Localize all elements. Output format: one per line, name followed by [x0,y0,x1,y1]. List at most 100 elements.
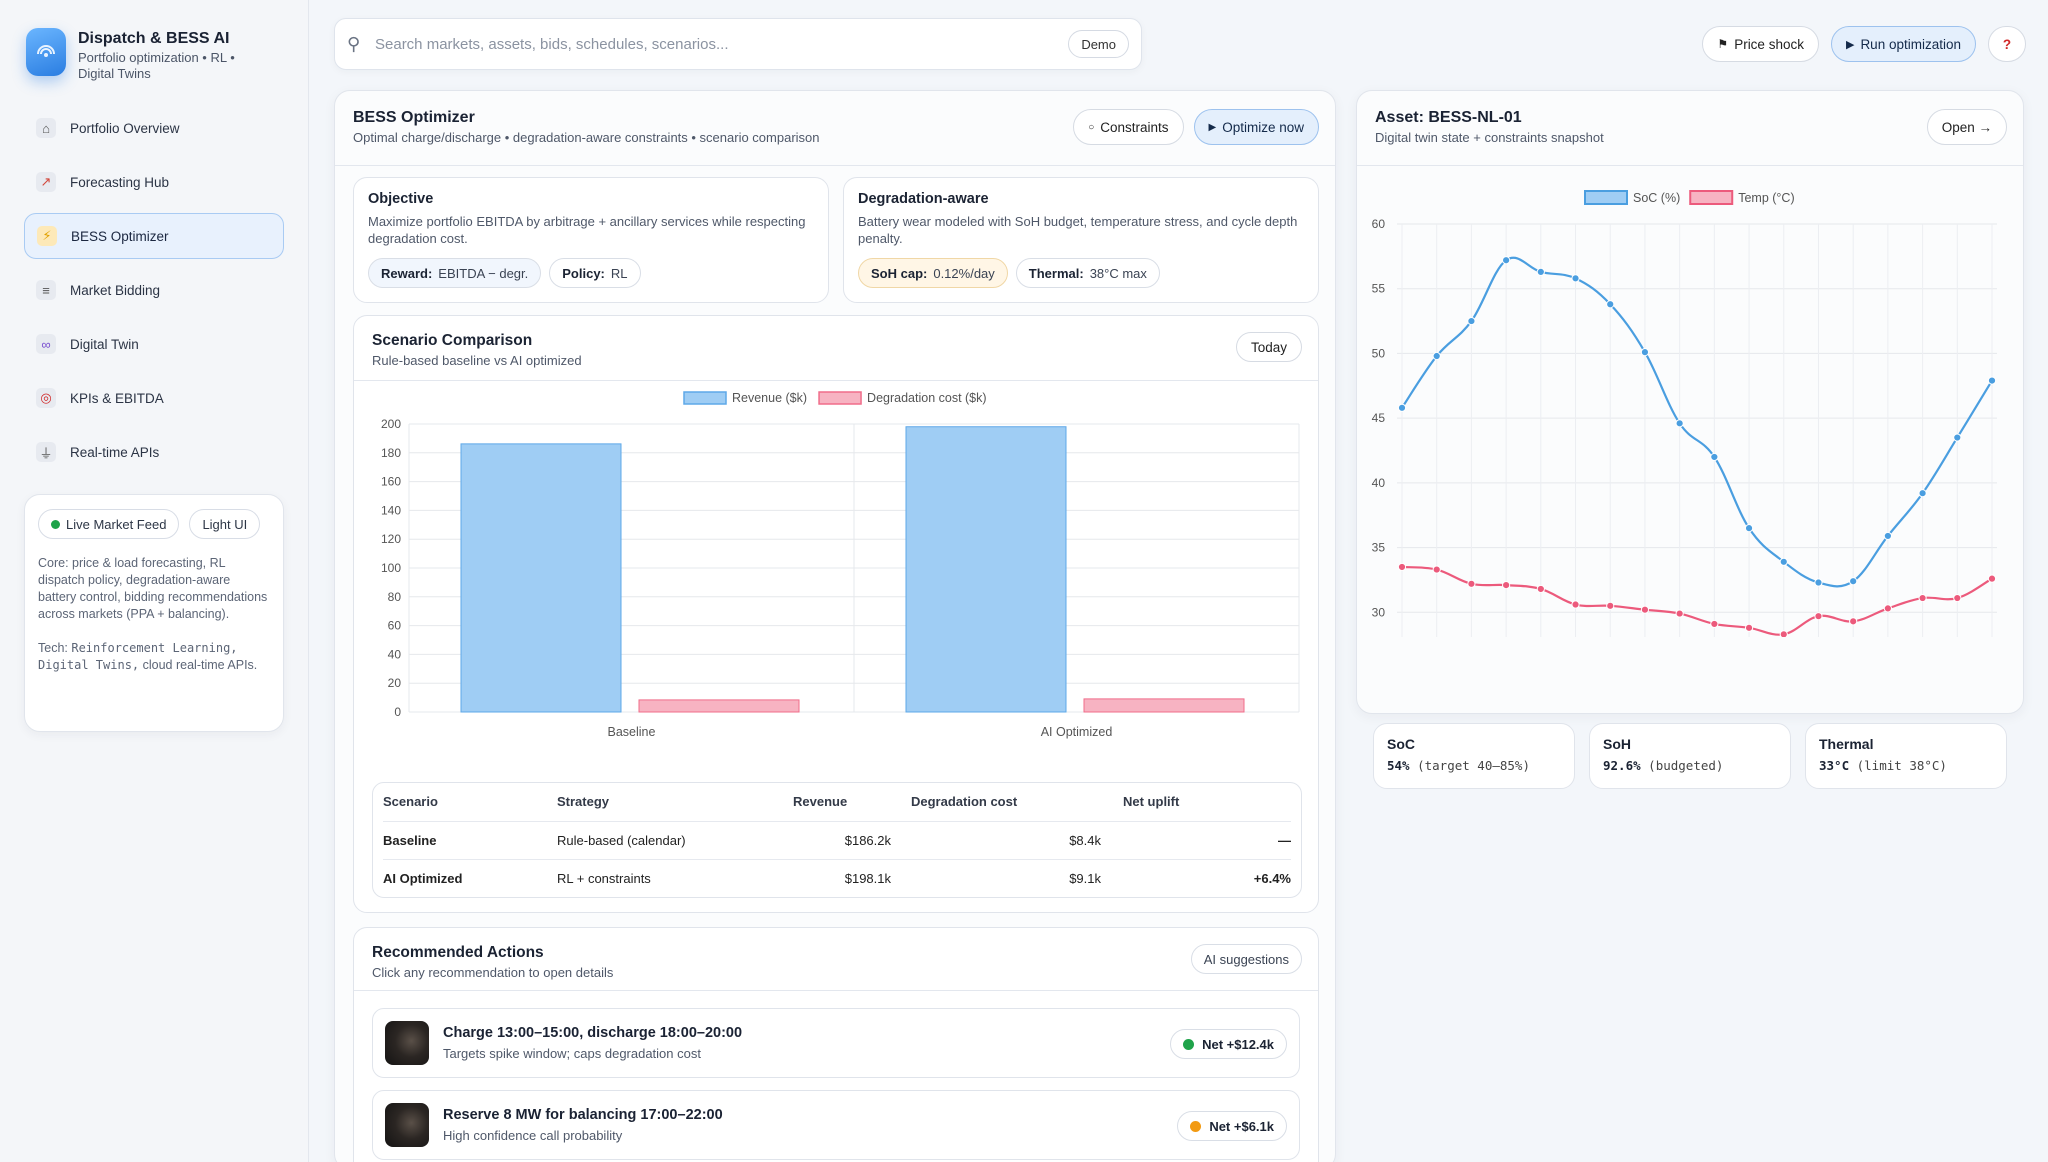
bar-revenue [460,443,622,713]
thermal-number: 33°C [1819,758,1850,773]
x-tick-label: AI Optimized [1041,725,1113,739]
degradation-title: Degradation-aware [858,191,989,207]
temp-point [1744,623,1754,632]
y-tick-label: 60 [388,619,402,633]
action-item[interactable]: Charge 13:00–15:00, discharge 18:00–20:0… [372,1008,1300,1078]
brand-logo [26,28,66,76]
thermal-metric-card[interactable]: Thermal 33°C (limit 38°C) [1805,723,2007,789]
live-market-feed-label: Live Market Feed [66,516,167,532]
net-value: Net +$6.1k [1209,1118,1274,1134]
legend-label: Revenue ($k) [732,391,807,405]
col-strategy: Strategy [557,794,610,810]
soc-line [1401,256,1993,588]
cell-net-uplift: +6.4% [1101,858,1291,897]
legend-swatch [683,391,727,405]
temp-point [1814,612,1823,621]
plug-icon: ⏚ [36,442,56,462]
y-tick-label: 60 [1372,217,1386,231]
temp-point [1987,574,1997,583]
soh-cap-value: 0.12%/day [933,265,995,281]
price-shock-button[interactable]: ⚑ Price shock [1702,26,1819,62]
live-market-feed-toggle[interactable]: Live Market Feed [38,509,180,539]
soc-metric-card[interactable]: SoC 54% (target 40–85%) [1373,723,1575,789]
scenario-subtitle: Rule-based baseline vs AI optimized [372,353,582,368]
soc-point [1918,489,1927,498]
legend-swatch [818,391,862,405]
legend-swatch [1584,190,1628,205]
search-bar: ⚲ Demo [334,18,1142,70]
sidebar-item-real-time-apis[interactable]: ⏚ Real-time APIs [24,429,284,475]
cell-strategy: Rule-based (calendar) [557,820,793,859]
y-tick-label: 20 [388,676,402,690]
reward-value: EBITDA − degr. [438,265,529,281]
col-degradation-cost: Degradation cost [911,794,1018,810]
cell-net-uplift: — [1101,820,1291,859]
panel-subtitle: Optimal charge/discharge • degradation-a… [353,130,820,145]
ai-suggestions-badge[interactable]: AI suggestions [1190,944,1302,974]
brand-title: Dispatch & BESS AI [78,30,230,47]
soh-note: (budgeted) [1640,758,1724,773]
asset-panel: Asset: BESS-NL-01 Digital twin state + c… [1356,90,2024,789]
sidebar-item-forecasting-hub[interactable]: ↗ Forecasting Hub [24,159,284,205]
run-optimization-button[interactable]: ▶ Run optimization [1830,26,1976,62]
y-tick-label: 0 [394,705,401,719]
search-input[interactable] [375,35,1069,53]
temp-point [1953,593,1962,603]
optimize-now-button[interactable]: ▶ Optimize now [1193,109,1319,145]
legend-label: SoC (%) [1633,191,1680,205]
asset-subtitle: Digital twin state + constraints snapsho… [1375,130,1604,145]
actions-title: Recommended Actions [372,944,544,961]
bess-optimizer-panel: BESS Optimizer Optimal charge/discharge … [334,90,1336,1162]
sidebar-item-bess-optimizer[interactable]: ⚡ BESS Optimizer [24,213,284,259]
net-value: Net +$12.4k [1202,1036,1274,1052]
search-icon: ⚲ [347,33,361,54]
core-description: Core: price & load forecasting, RL dispa… [38,556,268,621]
optimize-now-label: Optimize now [1222,119,1304,135]
sidebar-item-label: BESS Optimizer [71,228,169,244]
action-item[interactable]: Reserve 8 MW for balancing 17:00–22:00 H… [372,1090,1300,1160]
thermal-value: 33°C (limit 38°C) [1819,758,1993,773]
reward-label: Reward: [381,265,433,281]
today-button[interactable]: Today [1235,332,1302,362]
help-button[interactable]: ? [1988,26,2026,62]
thermal-label: Thermal: [1028,265,1084,281]
soc-point [1397,403,1407,412]
cell-revenue: $186.2k [793,820,891,859]
table-row[interactable]: AI Optimized RL + constraints $198.1k $9… [383,858,1291,897]
broom-icon: ⚑ [1717,37,1729,51]
sidebar-item-portfolio-overview[interactable]: ⌂ Portfolio Overview [24,105,284,151]
bar-revenue [905,426,1067,713]
panel-title: BESS Optimizer [353,109,475,126]
temp-point [1883,604,1892,613]
y-tick-label: 120 [381,532,401,546]
col-scenario: Scenario [383,794,438,810]
y-tick-label: 30 [1372,605,1386,619]
house-icon: ⌂ [36,118,56,138]
open-button[interactable]: Open → [1926,109,2007,145]
temp-point [1640,605,1650,614]
y-tick-label: 180 [381,446,401,460]
soc-point [1571,274,1580,283]
sidebar-item-kpis-ebitda[interactable]: ◎ KPIs & EBITDA [24,375,284,421]
theme-toggle[interactable]: Light UI [189,509,261,539]
net-badge: Net +$12.4k [1170,1029,1287,1059]
action-title: Charge 13:00–15:00, discharge 18:00–20:0… [443,1025,743,1041]
action-title: Reserve 8 MW for balancing 17:00–22:00 [443,1107,723,1123]
chart-legend: SoC (%) Temp (°C) [1584,190,1795,205]
degradation-text: Battery wear modeled with SoH budget, te… [858,214,1298,246]
sidebar-item-digital-twin[interactable]: ∞ Digital Twin [24,321,284,367]
soc-point [1467,316,1476,326]
soc-point [1606,300,1615,309]
y-tick-label: 55 [1372,282,1386,296]
soh-metric-card[interactable]: SoH 92.6% (budgeted) [1589,723,1791,789]
demo-badge[interactable]: Demo [1068,30,1129,58]
temp-point [1606,601,1615,610]
tech-prefix: Tech: [38,641,72,655]
constraints-button[interactable]: ○ Constraints [1073,109,1184,145]
table-row[interactable]: Baseline Rule-based (calendar) $186.2k $… [383,820,1291,859]
temp-point [1536,584,1545,594]
thermal-value: 38°C max [1089,265,1147,281]
sidebar-item-market-bidding[interactable]: ≡ Market Bidding [24,267,284,313]
cell-degradation-cost: $9.1k [891,858,1101,897]
cell-revenue: $198.1k [793,858,891,897]
